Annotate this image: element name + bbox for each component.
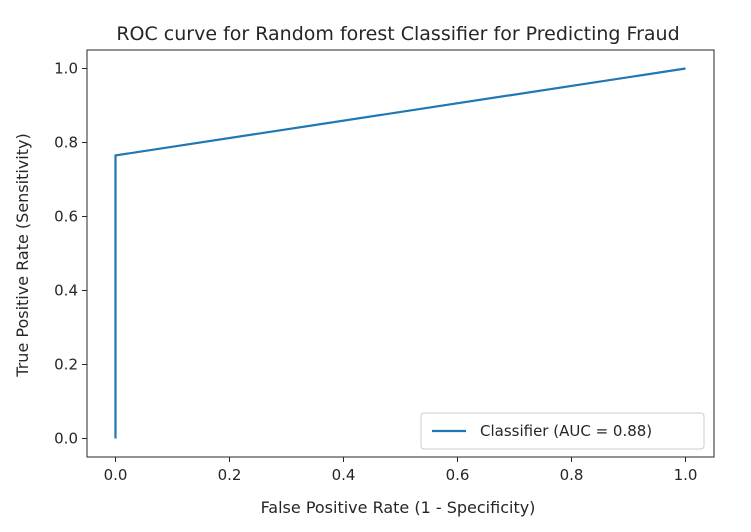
chart-title: ROC curve for Random forest Classifier f… [116, 23, 679, 45]
plot-area-frame [86, 49, 715, 458]
x-axis-ticks: 0.0 0.2 0.4 0.6 0.8 1.0 [104, 457, 698, 484]
y-tick-label: 0.4 [54, 282, 78, 300]
y-tick-label: 0.0 [54, 430, 78, 448]
legend-entry-label: Classifier (AUC = 0.88) [480, 422, 652, 440]
x-axis-label: False Positive Rate (1 - Specificity) [261, 498, 536, 517]
y-tick-label: 0.8 [54, 134, 78, 152]
legend-box [420, 412, 705, 450]
y-tick-label: 0.6 [54, 208, 78, 226]
roc-curve-line [114, 67, 686, 439]
x-tick-label: 0.2 [218, 466, 242, 484]
legend: Classifier (AUC = 0.88) [420, 412, 705, 450]
x-tick-label: 0.8 [560, 466, 584, 484]
y-tick-label: 0.2 [54, 356, 78, 374]
y-axis-ticks: 0.0 0.2 0.4 0.6 0.8 1.0 [54, 60, 87, 448]
x-tick-label: 1.0 [674, 466, 698, 484]
x-tick-label: 0.6 [446, 466, 470, 484]
y-axis-label: True Positive Rate (Sensitivity) [13, 133, 32, 377]
x-tick-label: 0.0 [104, 466, 128, 484]
y-tick-label: 1.0 [54, 60, 78, 78]
x-tick-label: 0.4 [332, 466, 356, 484]
